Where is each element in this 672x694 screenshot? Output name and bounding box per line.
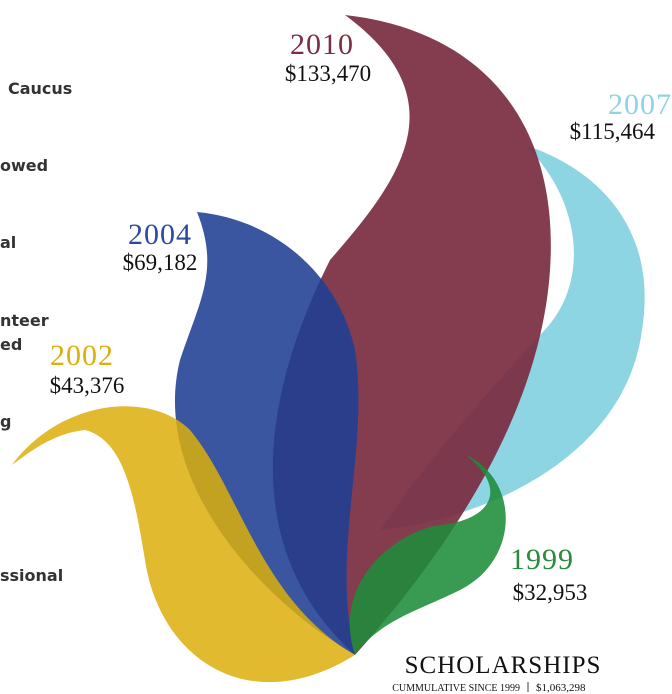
flame-2007 <box>380 145 645 530</box>
title: SCHOLARSHIPS <box>405 652 602 679</box>
side-label: al <box>0 233 16 252</box>
side-label: Caucus <box>8 79 72 98</box>
side-label: owed <box>0 156 48 175</box>
flame-2004 <box>174 212 359 655</box>
year-label: 2010 <box>290 28 354 61</box>
side-label: ed <box>0 335 22 354</box>
flames <box>12 15 645 683</box>
side-label: ssional <box>0 566 63 585</box>
amount-label: $32,953 <box>513 580 588 605</box>
amount-label: $115,464 <box>570 119 656 144</box>
side-label: g <box>0 412 11 431</box>
year-label: 2007 <box>608 88 672 121</box>
amount-label: $43,376 <box>50 373 125 398</box>
year-label: 2004 <box>128 218 192 251</box>
subtitle: CUMMULATIVE SINCE 1999 <box>392 683 520 694</box>
total: $1,063,298 <box>536 682 586 694</box>
year-label: 1999 <box>510 543 574 576</box>
flame-2002 <box>12 406 355 683</box>
amount-label: $69,182 <box>123 250 198 275</box>
year-label: 2002 <box>50 339 114 372</box>
side-label: nteer <box>0 311 49 330</box>
flame-1999 <box>349 455 506 655</box>
amount-label: $133,470 <box>285 61 371 86</box>
